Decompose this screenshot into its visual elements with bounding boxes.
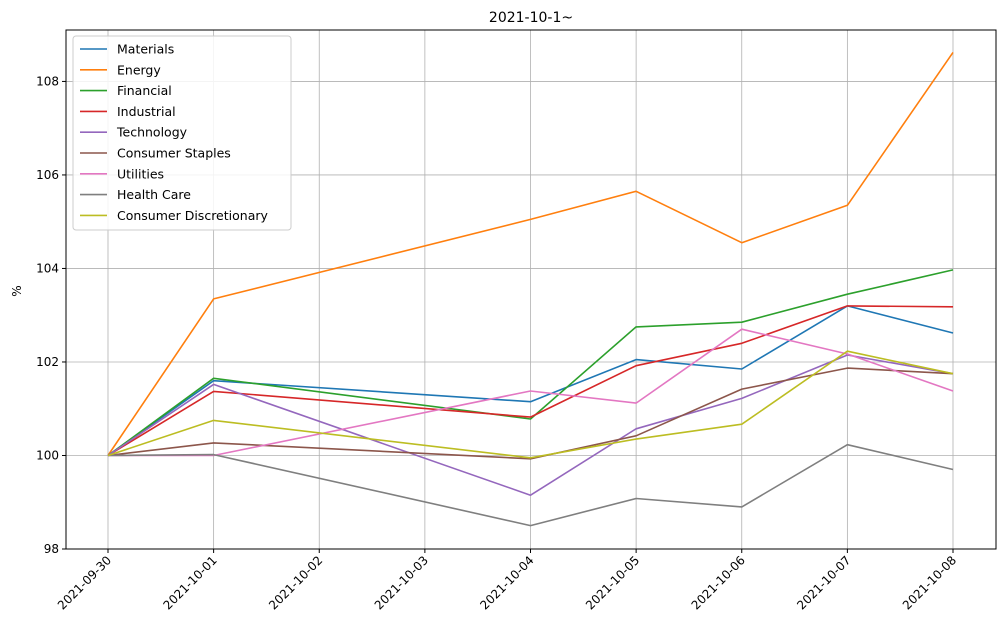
y-tick-label: 108 (36, 74, 59, 88)
series-line-consumer-staples (107, 367, 954, 460)
x-tick-label: 2021-10-03 (372, 553, 431, 612)
legend-label: Energy (117, 62, 161, 77)
y-tick-label: 104 (36, 261, 59, 275)
series-line-energy (107, 51, 954, 456)
y-tick-label: 98 (44, 542, 59, 556)
series-lines (107, 51, 954, 527)
x-tick-label: 2021-10-08 (900, 553, 959, 612)
x-tick-label: 2021-10-02 (266, 553, 325, 612)
x-tick-label: 2021-10-01 (161, 553, 220, 612)
legend-box (72, 35, 292, 231)
y-axis-label: % (10, 285, 24, 296)
series-line-industrial (107, 305, 954, 457)
y-tick-label: 100 (36, 448, 59, 462)
legend-label: Materials (117, 42, 174, 57)
series-line-health-care (107, 443, 954, 527)
x-tick-label: 2021-10-07 (794, 553, 853, 612)
series-line-financial (107, 269, 954, 457)
y-axis-ticks: 98 100 102 104 106 108 (36, 74, 66, 556)
x-axis-ticks: 2021-09-30 2021-10-01 2021-10-02 2021-10-03… (55, 549, 959, 612)
chart-title: 2021-10-1~ (489, 10, 573, 26)
legend-label: Utilities (117, 166, 164, 181)
legend-label: Consumer Staples (117, 146, 231, 161)
y-tick-label: 102 (36, 355, 59, 369)
x-tick-label: 2021-10-04 (477, 553, 536, 612)
x-tick-label: 2021-10-05 (583, 553, 642, 612)
legend: Materials Energy Financial Industrial Techno… (72, 35, 292, 231)
series-line-utilities (108, 328, 954, 457)
x-tick-label: 2021-09-30 (55, 553, 114, 612)
legend-label: Consumer Discretionary (117, 208, 268, 223)
legend-label: Technology (116, 125, 188, 140)
series-line-consumer-discretionary (107, 350, 954, 459)
legend-label: Industrial (117, 104, 176, 119)
legend-label: Financial (117, 83, 172, 98)
legend-label: Health Care (117, 187, 191, 202)
y-tick-label: 106 (36, 168, 59, 182)
series-line-technology (107, 354, 954, 497)
x-tick-label: 2021-10-06 (689, 553, 748, 612)
